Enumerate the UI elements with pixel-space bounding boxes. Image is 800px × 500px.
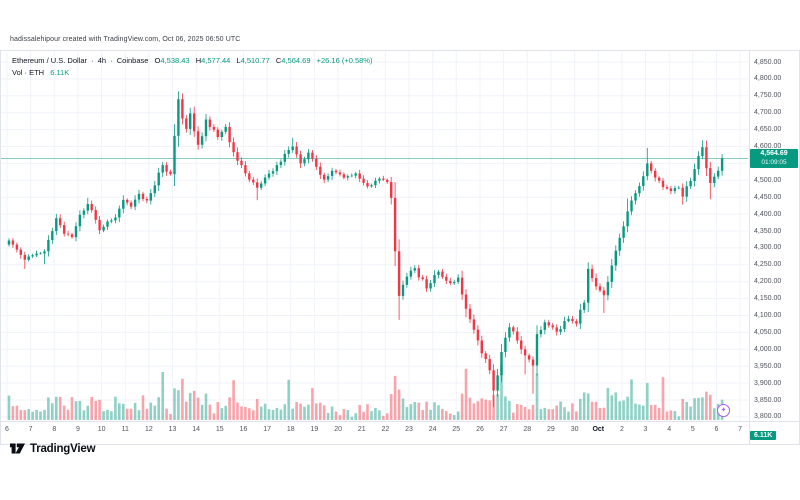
price-tick-label: 3,800.00 [754,413,782,421]
price-tick-label: 4,700.00 [754,109,782,117]
time-tick-label: 2 [619,426,624,433]
volume-label: Vol · ETH [12,68,45,77]
price-tick-label: 3,900.00 [754,379,782,387]
close-label: C [275,56,282,65]
price-tick-label: 4,400.00 [754,210,782,218]
price-tick-label: 4,500.00 [754,176,782,184]
exchange-label: Coinbase [116,56,149,65]
time-tick-label: 30 [570,426,579,433]
low-value: 4,510.77 [240,56,270,65]
tradingview-logo-text: TradingView [30,442,96,455]
price-tick-label: 4,450.00 [754,193,782,201]
time-tick-label: 7 [738,426,743,433]
price-tick-label: 4,150.00 [754,295,782,303]
time-tick-label: 12 [144,426,153,433]
time-tick-label: 8 [52,426,57,433]
time-axis[interactable]: 6 7 8 9 10 11 12 13 14 15 16 17 18 19 20 21 22 23 24 25 26 27… [1,421,799,445]
price-tick-label: 4,850.00 [754,58,782,66]
price-tick-label: 4,750.00 [754,92,782,100]
tradingview-logo[interactable]: TradingView [10,442,96,455]
time-tick-label: 16 [239,426,248,433]
volume-value: 6.11K [50,68,70,77]
last-price-value: 4,564.69 [760,150,788,158]
high-label: H [195,56,202,65]
symbol-title[interactable]: Ethereum / U.S. Dollar [12,56,88,65]
price-tick-label: 4,050.00 [754,328,782,336]
price-tick-label: 3,950.00 [754,362,782,370]
interval-label[interactable]: 4h [97,56,107,65]
chart-frame: Ethereum / U.S. Dollar · 4h · Coinbase O… [0,50,800,445]
time-tick-label: 6 [714,426,719,433]
time-tick-label: 17 [263,426,271,433]
time-tick-label: 24 [428,426,437,433]
price-tick-label: 4,100.00 [754,312,782,319]
time-tick-label: 7 [28,426,33,433]
last-bar-emoji-marker-icon[interactable]: ✦ [717,404,730,417]
price-tick-label: 4,250.00 [754,261,782,269]
time-tick-label: 20 [334,426,342,433]
time-tick-label: 29 [546,426,555,433]
candles-layer [7,91,724,408]
time-tick-label: 21 [357,426,366,433]
time-tick-label: 23 [405,426,413,433]
price-tick-label: 3,850.00 [754,396,782,404]
volume-legend-row[interactable]: Vol · ETH 6.11K [12,67,372,79]
open-label: O [154,56,161,65]
chart-legend: Ethereum / U.S. Dollar · 4h · Coinbase O… [12,55,372,79]
time-tick-label: 27 [499,426,508,433]
price-tick-label: 4,800.00 [754,75,782,83]
high-value: 4,577.44 [201,56,231,65]
symbol-legend-row[interactable]: Ethereum / U.S. Dollar · 4h · Coinbase O… [12,55,372,67]
candlestick-plot[interactable] [1,51,799,444]
close-value: 4,564.69 [281,56,311,65]
legend-separator: · [110,56,113,65]
time-tick-label: 5 [690,426,695,433]
open-value: 4,538.43 [160,56,190,65]
attribution-text: hadissalehipour created with TradingView… [10,36,241,43]
time-tick-label: Oct [592,426,605,433]
time-tick-label: 10 [97,426,106,433]
price-tick-label: 4,600.00 [754,143,782,150]
volume-badge: 6.11K [750,431,777,440]
time-tick-label: 19 [310,426,319,433]
price-tick-label: 4,300.00 [754,244,782,252]
time-tick-label: 26 [476,426,484,433]
time-tick-label: 4 [667,426,672,433]
grid-layer [1,51,748,422]
time-tick-label: 18 [286,426,295,433]
low-label: L [236,56,241,65]
change-value: +26.16 (+0.58%) [316,56,373,65]
time-tick-label: 25 [452,426,461,433]
bar-countdown: 01:09:05 [761,158,787,166]
last-price-badge: 4,564.69 01:09:05 [750,149,798,168]
time-tick-label: 9 [75,426,80,433]
time-tick-label: 13 [168,426,177,433]
price-tick-label: 4,650.00 [754,126,782,134]
time-tick-label: 15 [215,426,224,433]
tradingview-mark-icon [10,443,25,454]
price-tick-label: 4,000.00 [754,345,782,353]
price-tick-label: 4,350.00 [754,227,782,235]
volume-layer [7,365,724,420]
price-axis[interactable] [749,51,800,444]
price-tick-label: 4,200.00 [754,278,782,286]
legend-separator: · [91,56,94,65]
time-tick-label: 6 [5,426,9,433]
time-tick-label: 11 [121,426,129,433]
time-tick-label: 3 [643,426,648,433]
time-tick-label: 22 [381,426,390,433]
time-tick-label: 28 [523,426,532,433]
time-tick-label: 14 [192,426,201,433]
